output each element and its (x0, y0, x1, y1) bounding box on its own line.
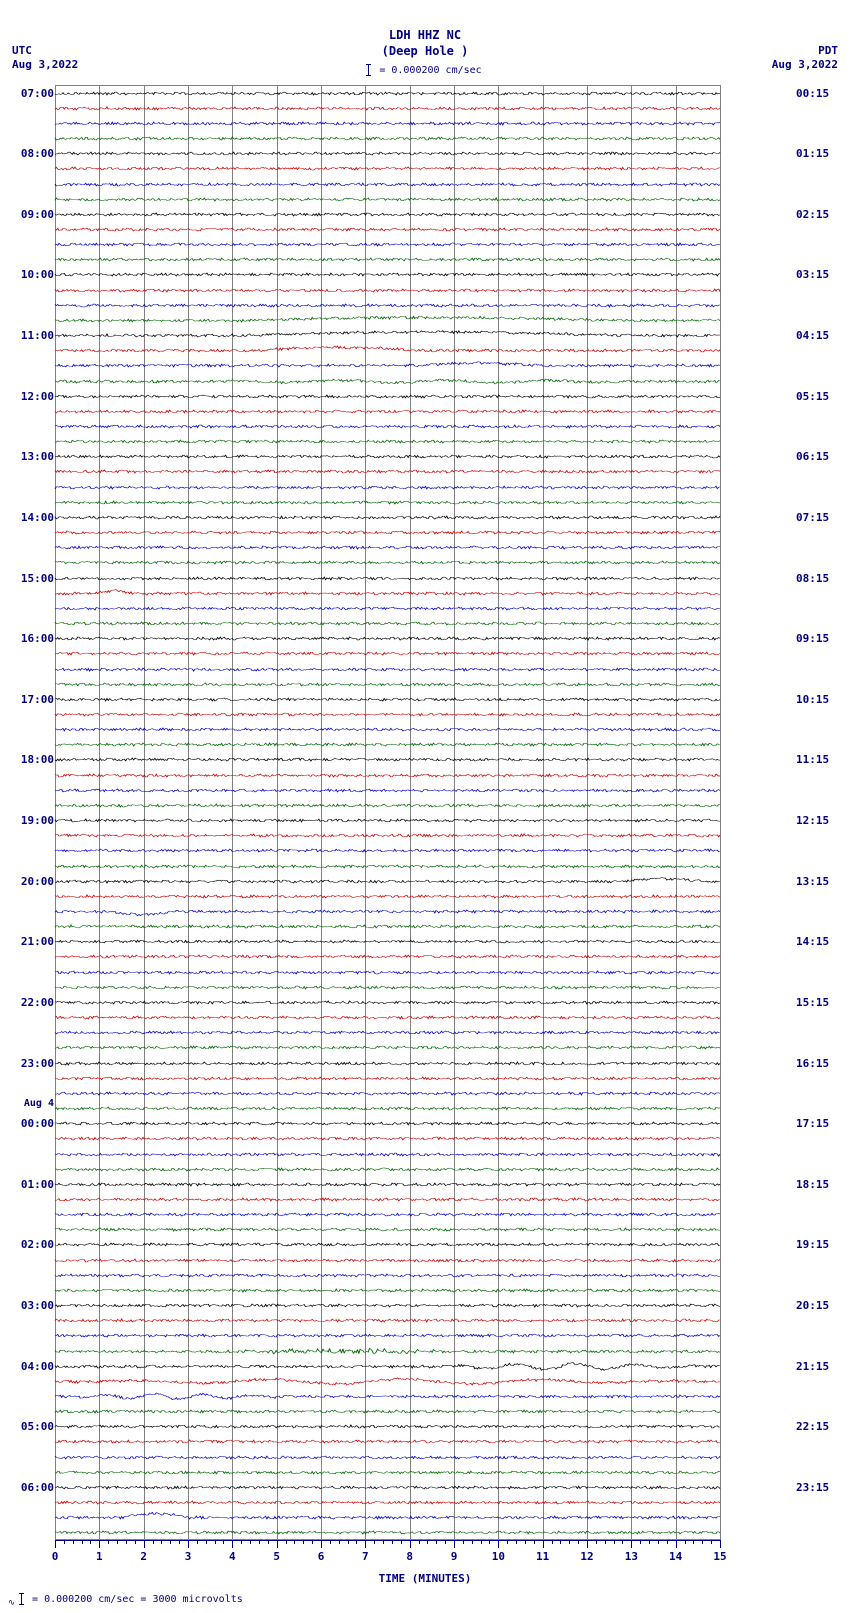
utc-time-label: 17:00 (12, 693, 54, 706)
x-tick-label: 4 (229, 1550, 236, 1563)
scale-text: = 0.000200 cm/sec (373, 65, 481, 76)
x-tick-label: 2 (140, 1550, 147, 1563)
x-axis-title: TIME (MINUTES) (0, 1572, 850, 1585)
local-time-label: 18:15 (796, 1178, 838, 1191)
local-time-label: 23:15 (796, 1481, 838, 1494)
local-time-label: 19:15 (796, 1238, 838, 1251)
date-left: Aug 3,2022 (12, 58, 78, 71)
timezone-left: UTC (12, 44, 32, 57)
utc-time-label: 10:00 (12, 268, 54, 281)
utc-time-label: 16:00 (12, 632, 54, 645)
x-tick-label: 9 (451, 1550, 458, 1563)
x-axis: 0123456789101112131415 (55, 1540, 720, 1570)
footer-scale: ∿ = 0.000200 cm/sec = 3000 microvolts (8, 1593, 243, 1607)
local-time-label: 12:15 (796, 814, 838, 827)
local-time-label: 22:15 (796, 1420, 838, 1433)
local-time-label: 20:15 (796, 1299, 838, 1312)
utc-time-label: 06:00 (12, 1481, 54, 1494)
local-time-label: 10:15 (796, 693, 838, 706)
local-time-label: 17:15 (796, 1117, 838, 1130)
x-tick-label: 5 (273, 1550, 280, 1563)
utc-time-label: 23:00 (12, 1057, 54, 1070)
local-time-label: 16:15 (796, 1057, 838, 1070)
utc-time-label: 14:00 (12, 511, 54, 524)
utc-time-label: 00:00 (12, 1117, 54, 1130)
utc-time-label: 09:00 (12, 208, 54, 221)
x-tick-label: 10 (492, 1550, 505, 1563)
x-tick-label: 7 (362, 1550, 369, 1563)
local-time-label: 13:15 (796, 875, 838, 888)
station-subtitle: (Deep Hole ) (0, 44, 850, 58)
x-tick-label: 1 (96, 1550, 103, 1563)
utc-time-label: 21:00 (12, 935, 54, 948)
utc-time-label: 01:00 (12, 1178, 54, 1191)
local-time-label: 15:15 (796, 996, 838, 1009)
utc-time-label: 07:00 (12, 87, 54, 100)
date-right: Aug 3,2022 (772, 58, 838, 71)
timezone-right: PDT (818, 44, 838, 57)
utc-time-label: 19:00 (12, 814, 54, 827)
local-time-label: 02:15 (796, 208, 838, 221)
x-tick-label: 8 (406, 1550, 413, 1563)
utc-time-label: 12:00 (12, 390, 54, 403)
x-tick-label: 0 (52, 1550, 59, 1563)
utc-time-label: 13:00 (12, 450, 54, 463)
utc-time-label: 22:00 (12, 996, 54, 1009)
local-time-label: 00:15 (796, 87, 838, 100)
utc-time-label: 05:00 (12, 1420, 54, 1433)
helicorder-plot (55, 85, 720, 1540)
seismogram-container: LDH HHZ NC (Deep Hole ) = 0.000200 cm/se… (0, 0, 850, 1613)
scale-bar-icon (21, 1593, 22, 1605)
station-title: LDH HHZ NC (0, 28, 850, 42)
x-tick-label: 11 (536, 1550, 549, 1563)
x-tick-label: 15 (713, 1550, 726, 1563)
local-time-label: 05:15 (796, 390, 838, 403)
local-time-label: 08:15 (796, 572, 838, 585)
utc-time-label: 03:00 (12, 1299, 54, 1312)
scale-indicator: = 0.000200 cm/sec (0, 64, 850, 76)
utc-time-label: 08:00 (12, 147, 54, 160)
local-time-label: 21:15 (796, 1360, 838, 1373)
x-tick-label: 13 (625, 1550, 638, 1563)
utc-time-label: 20:00 (12, 875, 54, 888)
utc-time-label: Aug 4 (12, 1098, 54, 1109)
local-time-label: 06:15 (796, 450, 838, 463)
local-time-label: 01:15 (796, 147, 838, 160)
x-tick-label: 3 (185, 1550, 192, 1563)
utc-time-label: 04:00 (12, 1360, 54, 1373)
local-time-label: 07:15 (796, 511, 838, 524)
local-time-label: 09:15 (796, 632, 838, 645)
utc-time-label: 18:00 (12, 753, 54, 766)
footer-text: = 0.000200 cm/sec = 3000 microvolts (26, 1594, 243, 1605)
utc-time-label: 02:00 (12, 1238, 54, 1251)
utc-time-label: 11:00 (12, 329, 54, 342)
x-tick-label: 14 (669, 1550, 682, 1563)
local-time-label: 11:15 (796, 753, 838, 766)
scale-bar-icon (368, 64, 369, 76)
local-time-label: 04:15 (796, 329, 838, 342)
local-time-label: 03:15 (796, 268, 838, 281)
local-time-label: 14:15 (796, 935, 838, 948)
x-tick-label: 12 (580, 1550, 593, 1563)
x-tick-label: 6 (318, 1550, 325, 1563)
utc-time-label: 15:00 (12, 572, 54, 585)
